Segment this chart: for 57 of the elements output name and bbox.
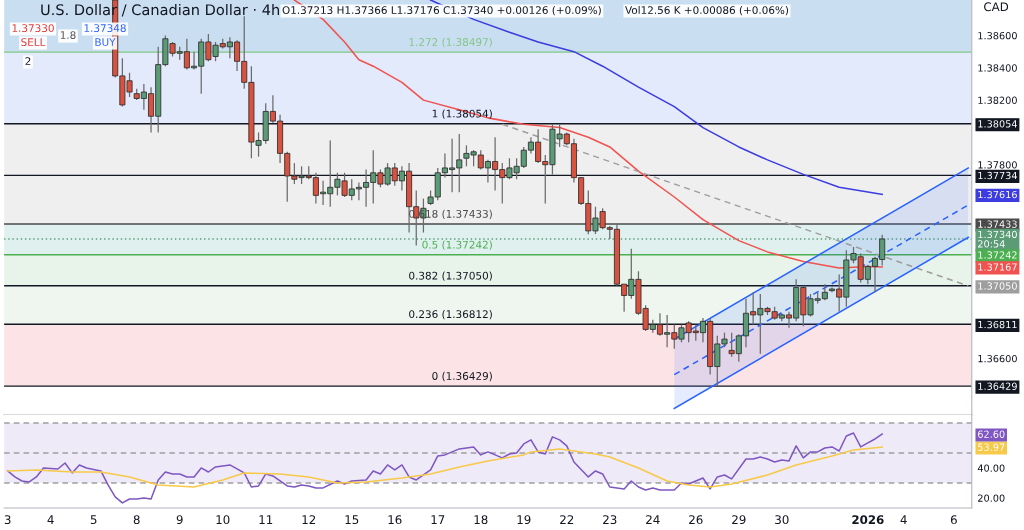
- y-tick-label: 1.36811: [978, 320, 1017, 329]
- x-tick-label: 17: [431, 515, 445, 524]
- x-tick-label: 12: [302, 515, 316, 524]
- y-tick-label: 1.37433: [978, 220, 1017, 228]
- x-tick-label: 30: [775, 515, 789, 525]
- y-tick-label: 1.37050: [978, 282, 1017, 290]
- x-tick-label: 4: [47, 515, 54, 524]
- ref-line-label: 0 (1.36429): [432, 371, 492, 382]
- y-tick-label: 1.38400: [978, 64, 1017, 72]
- annotation: O1.37213 H1.37366 L1.37176 C1.37340 +0.00126 (+0.09%): [282, 5, 601, 16]
- y-tick-label: 40.00: [977, 464, 1005, 472]
- x-tick-label: 15: [345, 515, 359, 525]
- y-tick-label: 1.38054: [978, 120, 1017, 128]
- annotation: Vol12.56 K +0.00086 (+0.06%): [625, 5, 789, 16]
- annotation: 1.37348: [84, 24, 126, 33]
- ref-line-label: 1.272 (1.38497): [409, 37, 492, 48]
- x-tick-label: 19: [517, 515, 531, 525]
- y-tick-label: 62.60: [978, 430, 1005, 438]
- y-tick-label: 1.37800: [978, 161, 1017, 169]
- x-tick-label: 8: [133, 515, 140, 525]
- x-tick-label: 16: [388, 515, 402, 525]
- x-tick-label: 26: [689, 515, 703, 525]
- x-tick-label: 18: [474, 515, 488, 525]
- y-tick-label: 1.38200: [978, 96, 1017, 104]
- x-tick-label: 10: [216, 515, 230, 525]
- y-tick-label: 53.97: [978, 443, 1005, 451]
- x-tick-label: 2026: [852, 515, 884, 525]
- x-tick-label: 23: [603, 515, 617, 525]
- annotation: SELL: [21, 38, 46, 47]
- x-tick-label: 11: [259, 515, 273, 524]
- annotation: 2: [25, 57, 31, 65]
- y-tick-label: 1.38600: [978, 32, 1017, 40]
- y-tick-label: 1.37734: [978, 171, 1017, 180]
- y-tick-label: 1.37340 20:54: [978, 230, 1017, 248]
- y-tick-label: 1.36600: [978, 354, 1017, 363]
- ref-line-label: 0.382 (1.37050): [409, 271, 492, 281]
- ref-line-label: 0.5 (1.37242): [422, 240, 492, 250]
- x-tick-label: 9: [176, 515, 183, 525]
- line-series: [6, 432, 883, 504]
- annotation: 1.37330: [12, 24, 54, 33]
- x-tick-label: 6: [950, 515, 957, 525]
- y-tick-label: 1.37616: [978, 190, 1017, 199]
- x-tick-label: 5: [90, 515, 97, 525]
- annotation: 1.8: [60, 31, 76, 40]
- y-axis-title: CAD: [984, 2, 1009, 12]
- x-tick-label: 4: [900, 515, 907, 524]
- x-tick-label: 3: [4, 515, 11, 525]
- y-tick-label: 1.37242: [978, 251, 1017, 259]
- x-tick-label: 22: [560, 515, 574, 524]
- annotation: BUY: [95, 38, 116, 47]
- y-tick-label: 20.00: [978, 494, 1005, 502]
- y-tick-label: 1.37167: [978, 263, 1017, 271]
- x-tick-label: 29: [732, 515, 746, 525]
- ref-line-label: 0.236 (1.36812): [409, 310, 492, 320]
- line-series: [6, 446, 883, 488]
- x-tick-label: 24: [646, 515, 660, 524]
- y-tick-label: 1.36429: [978, 382, 1017, 390]
